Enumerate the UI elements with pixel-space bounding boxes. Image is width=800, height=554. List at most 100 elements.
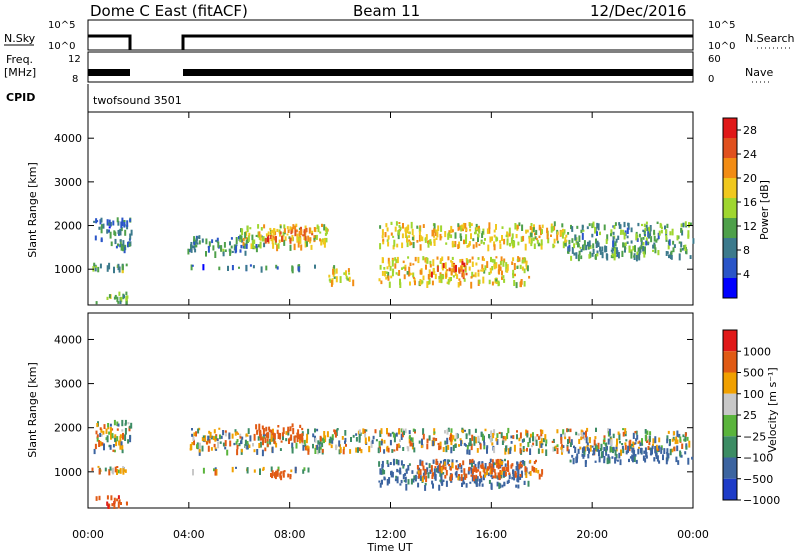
echo-cell (289, 244, 292, 251)
echo-cell (510, 237, 513, 244)
echo-cell (99, 441, 102, 447)
echo-cell (267, 432, 269, 439)
echo-cell (691, 456, 694, 460)
echo-cell (402, 260, 405, 264)
echo-cell (644, 458, 647, 463)
echo-cell (569, 459, 572, 463)
echo-cell (589, 244, 592, 249)
echo-cell (279, 231, 282, 235)
echo-cell (407, 256, 410, 259)
echo-cell (644, 429, 647, 434)
echo-cell (624, 444, 627, 450)
echo-cell (272, 437, 274, 442)
echo-cell (431, 474, 434, 479)
echo-cell (380, 469, 383, 475)
echo-cell (105, 437, 108, 441)
echo-cell (205, 441, 208, 445)
echo-cell (429, 239, 432, 245)
echo-cell (519, 432, 522, 439)
echo-cell (506, 433, 509, 440)
echo-cell (100, 226, 103, 234)
echo-cell (472, 475, 475, 482)
echo-cell (492, 467, 495, 471)
echo-cell (668, 254, 670, 259)
echo-cell (484, 473, 487, 478)
echo-cell (256, 430, 259, 435)
echo-cell (630, 240, 633, 244)
echo-cell (303, 234, 306, 240)
echo-cell (391, 431, 394, 435)
echo-cell (389, 462, 392, 465)
echo-cell (397, 443, 400, 448)
echo-cell (636, 434, 639, 440)
echo-cell (537, 436, 540, 440)
echo-cell (279, 433, 282, 440)
echo-cell (109, 444, 112, 450)
colorbar-tick-label: 500 (743, 367, 764, 380)
echo-cell (372, 435, 375, 440)
echo-cell (612, 225, 615, 228)
echo-cell (400, 479, 403, 484)
echo-cell (553, 221, 556, 227)
echo-cell (125, 300, 128, 305)
time-x-axis: 00:00 04:00 08:00 12:00 16:00 20:00 00:00 (72, 112, 709, 541)
echo-cell (680, 241, 683, 248)
echo-cell (438, 463, 441, 469)
echo-cell (348, 276, 351, 282)
echo-cell (567, 232, 570, 235)
echo-cell (381, 229, 384, 236)
echo-cell (335, 276, 338, 283)
echo-cell (641, 223, 643, 227)
echo-cell (513, 474, 515, 477)
echo-cell (381, 479, 383, 485)
echo-cell (527, 480, 530, 487)
echo-cell (233, 442, 236, 446)
echo-cell (190, 443, 193, 450)
echo-cell (202, 264, 205, 271)
echo-cell (439, 258, 442, 263)
echo-cell (428, 277, 431, 285)
echo-cell (276, 266, 279, 270)
echo-cell (586, 226, 589, 230)
echo-cell (424, 482, 427, 486)
echo-cell (125, 501, 128, 505)
echo-cell (462, 460, 465, 466)
echo-cell (417, 482, 420, 488)
echo-region (416, 458, 544, 483)
echo-cell (592, 248, 595, 254)
echo-cell (581, 447, 584, 453)
echo-cell (518, 437, 521, 442)
echo-cell (525, 265, 528, 270)
echo-cell (195, 431, 197, 437)
echo-cell (209, 432, 212, 438)
echo-cell (523, 461, 526, 466)
echo-cell (247, 235, 250, 242)
echo-cell (671, 228, 674, 236)
echo-cell (378, 480, 381, 483)
echo-cell (321, 442, 324, 448)
echo-cell (314, 428, 316, 433)
echo-cell (525, 229, 528, 234)
echo-cell (411, 272, 414, 276)
echo-cell (380, 428, 383, 434)
echo-cell (406, 446, 409, 449)
echo-cell (407, 446, 410, 452)
nsearch-tick-top: 10^5 (708, 20, 735, 31)
x-tick-label: 00:00 (72, 528, 104, 541)
echo-cell (294, 466, 297, 474)
echo-cell (545, 443, 547, 447)
echo-cell (569, 428, 572, 433)
echo-cell (588, 448, 590, 454)
power-echo-marks (92, 217, 695, 305)
echo-cell (629, 444, 632, 449)
echo-cell (219, 434, 221, 440)
echo-cell (626, 235, 629, 239)
echo-cell (252, 265, 255, 269)
echo-cell (553, 446, 556, 452)
echo-cell (579, 246, 582, 249)
echo-cell (611, 253, 614, 257)
echo-cell (692, 238, 695, 244)
echo-cell (638, 233, 641, 238)
echo-cell (583, 240, 586, 246)
